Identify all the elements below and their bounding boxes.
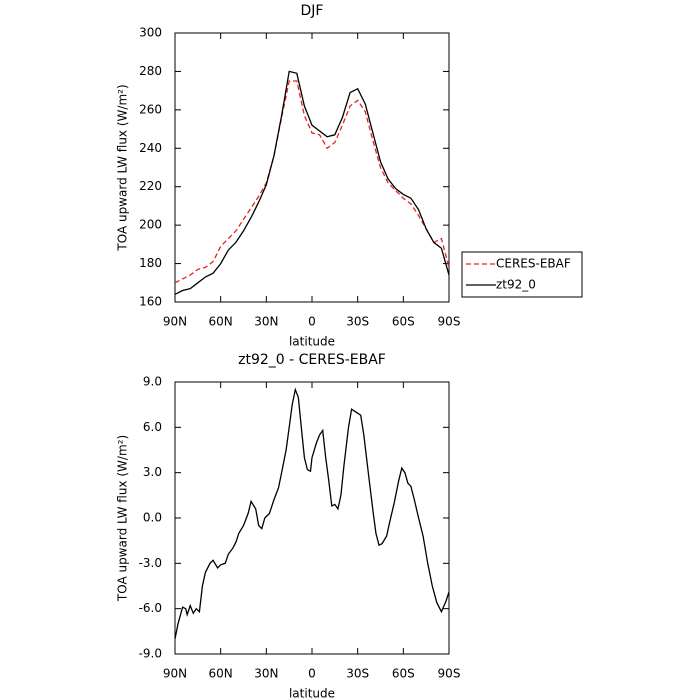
y-tick-label: 160 — [139, 295, 162, 309]
y-tick-label: -3.0 — [139, 556, 162, 570]
y-tick-label: 220 — [139, 179, 162, 193]
legend-box — [461, 251, 583, 298]
x-tick-label: 90N — [163, 667, 187, 681]
x-tick-label: 60S — [392, 667, 415, 681]
x-tick-label: 0 — [308, 315, 316, 329]
x-tick-label: 60N — [209, 315, 233, 329]
y-tick-label: 200 — [139, 218, 162, 232]
x-tick-label: 30S — [346, 315, 369, 329]
y-tick-label: -6.0 — [139, 601, 162, 615]
data-line — [174, 80, 450, 284]
x-tick-label: 60N — [209, 667, 233, 681]
y-tick-label: 240 — [139, 141, 162, 155]
plot-frame — [174, 381, 450, 655]
y-tick-label: 300 — [139, 26, 162, 40]
y-tick-label: 9.0 — [143, 375, 162, 389]
y-tick-label: 6.0 — [143, 420, 162, 434]
chart-title: zt92_0 - CERES-EBAF — [238, 352, 386, 368]
x-tick-label: 0 — [308, 667, 316, 681]
x-axis-label: latitude — [289, 335, 335, 349]
x-tick-label: 90S — [438, 315, 461, 329]
chart-title: DJF — [301, 3, 324, 19]
y-tick-label: 180 — [139, 256, 162, 270]
y-axis-label: TOA upward LW flux (W/m²) — [116, 435, 130, 602]
plot-frame — [174, 32, 450, 303]
x-tick-label: 30S — [346, 667, 369, 681]
x-tick-label: 30N — [254, 315, 278, 329]
x-axis-label: latitude — [289, 687, 335, 700]
x-tick-label: 90S — [438, 667, 461, 681]
x-tick-label: 30N — [254, 667, 278, 681]
x-tick-label: 60S — [392, 315, 415, 329]
data-line — [174, 387, 450, 640]
y-tick-label: 3.0 — [143, 465, 162, 479]
data-line — [174, 70, 450, 295]
legend-label: CERES-EBAF — [496, 257, 571, 271]
legend-label: zt92_0 — [496, 278, 536, 292]
y-tick-label: 0.0 — [143, 511, 162, 525]
x-tick-label: 90N — [163, 315, 187, 329]
y-tick-label: -9.0 — [139, 647, 162, 661]
y-tick-label: 280 — [139, 64, 162, 78]
y-tick-label: 260 — [139, 102, 162, 116]
y-axis-label: TOA upward LW flux (W/m²) — [116, 84, 130, 251]
